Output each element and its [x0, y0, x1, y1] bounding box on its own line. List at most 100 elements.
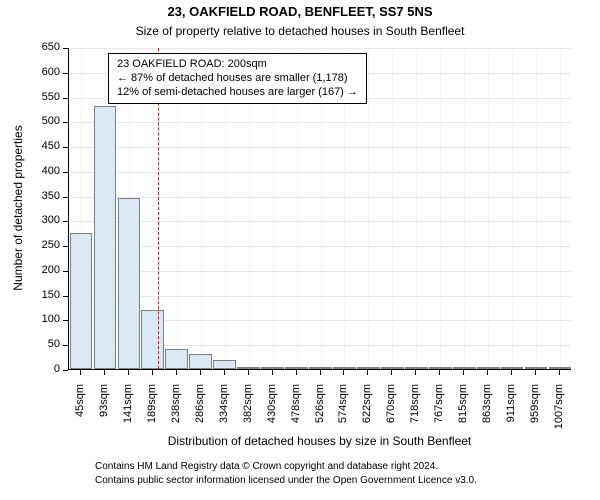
- histogram-bar: [477, 367, 500, 369]
- histogram-bar: [118, 198, 141, 369]
- histogram-bar: [381, 367, 404, 369]
- y-gridline: [69, 197, 571, 198]
- x-tick-label: 141sqm: [122, 384, 134, 444]
- x-tick-label: 574sqm: [337, 384, 349, 444]
- y-tick-label: 150: [22, 289, 60, 301]
- x-tick: [104, 370, 105, 375]
- y-tick: [63, 73, 68, 74]
- y-tick-label: 550: [22, 91, 60, 103]
- histogram-bar: [453, 367, 476, 369]
- x-tick: [224, 370, 225, 375]
- x-tick-label: 1007sqm: [553, 384, 565, 444]
- y-tick: [63, 122, 68, 123]
- x-tick-label: 334sqm: [218, 384, 230, 444]
- credits-line-1: Contains public sector information licen…: [95, 474, 477, 488]
- x-tick: [535, 370, 536, 375]
- histogram-bar: [94, 106, 117, 369]
- y-tick: [63, 271, 68, 272]
- x-tick: [367, 370, 368, 375]
- x-tick-label: 767sqm: [433, 384, 445, 444]
- x-tick-label: 718sqm: [409, 384, 421, 444]
- x-tick: [80, 370, 81, 375]
- y-tick-label: 200: [22, 264, 60, 276]
- y-tick-label: 600: [22, 66, 60, 78]
- histogram-bar: [165, 349, 188, 369]
- credits-line-0: Contains HM Land Registry data © Crown c…: [95, 460, 477, 474]
- y-tick: [63, 98, 68, 99]
- y-tick-label: 500: [22, 115, 60, 127]
- x-tick-label: 478sqm: [290, 384, 302, 444]
- x-tick: [343, 370, 344, 375]
- y-tick-label: 250: [22, 239, 60, 251]
- y-tick: [63, 320, 68, 321]
- histogram-bar: [70, 233, 93, 369]
- x-tick-label: 382sqm: [242, 384, 254, 444]
- x-tick: [463, 370, 464, 375]
- y-tick-label: 350: [22, 190, 60, 202]
- histogram-bar: [141, 310, 164, 369]
- x-tick-label: 430sqm: [266, 384, 278, 444]
- y-gridline: [69, 271, 571, 272]
- histogram-bar: [525, 367, 548, 369]
- y-tick: [63, 296, 68, 297]
- y-tick-label: 50: [22, 338, 60, 350]
- y-gridline: [69, 147, 571, 148]
- x-tick: [320, 370, 321, 375]
- x-tick-label: 286sqm: [194, 384, 206, 444]
- annotation-line-2: 12% of semi-detached houses are larger (…: [117, 86, 358, 100]
- x-tick-label: 815sqm: [457, 384, 469, 444]
- histogram-bar: [213, 360, 236, 369]
- x-tick-label: 622sqm: [361, 384, 373, 444]
- x-tick-label: 863sqm: [481, 384, 493, 444]
- x-tick: [439, 370, 440, 375]
- x-tick: [415, 370, 416, 375]
- histogram-bar: [333, 367, 356, 369]
- y-tick: [63, 147, 68, 148]
- histogram-bar: [429, 367, 452, 369]
- y-gridline: [69, 122, 571, 123]
- y-tick: [63, 221, 68, 222]
- y-gridline: [69, 48, 571, 49]
- x-tick: [559, 370, 560, 375]
- annotation-box: 23 OAKFIELD ROAD: 200sqm ← 87% of detach…: [108, 53, 367, 104]
- x-tick: [200, 370, 201, 375]
- y-tick-label: 100: [22, 313, 60, 325]
- credits-text: Contains HM Land Registry data © Crown c…: [95, 460, 477, 487]
- x-tick-label: 959sqm: [529, 384, 541, 444]
- histogram-bar: [189, 354, 212, 369]
- y-tick-label: 0: [22, 363, 60, 375]
- x-tick: [152, 370, 153, 375]
- histogram-bar: [405, 367, 428, 369]
- x-tick-label: 670sqm: [385, 384, 397, 444]
- x-tick: [248, 370, 249, 375]
- y-tick: [63, 48, 68, 49]
- x-tick-label: 526sqm: [314, 384, 326, 444]
- y-gridline: [69, 296, 571, 297]
- x-tick: [511, 370, 512, 375]
- annotation-line-1: ← 87% of detached houses are smaller (1,…: [117, 72, 358, 86]
- y-tick: [63, 246, 68, 247]
- histogram-bar: [309, 367, 332, 369]
- x-tick: [487, 370, 488, 375]
- annotation-line-0: 23 OAKFIELD ROAD: 200sqm: [117, 58, 358, 72]
- y-tick: [63, 197, 68, 198]
- histogram-bar: [501, 367, 524, 369]
- y-tick: [63, 172, 68, 173]
- y-gridline: [69, 221, 571, 222]
- histogram-bar: [549, 367, 572, 369]
- chart-title: 23, OAKFIELD ROAD, BENFLEET, SS7 5NS: [0, 4, 600, 19]
- y-tick-label: 300: [22, 214, 60, 226]
- histogram-bar: [237, 367, 260, 369]
- x-tick-label: 911sqm: [505, 384, 517, 444]
- x-tick: [176, 370, 177, 375]
- x-tick-label: 238sqm: [170, 384, 182, 444]
- y-gridline: [69, 246, 571, 247]
- y-tick: [63, 370, 68, 371]
- x-tick: [391, 370, 392, 375]
- y-gridline: [69, 172, 571, 173]
- y-tick-label: 650: [22, 41, 60, 53]
- y-tick-label: 450: [22, 140, 60, 152]
- histogram-bar: [285, 367, 308, 369]
- x-tick-label: 45sqm: [74, 384, 86, 444]
- histogram-bar: [357, 367, 380, 369]
